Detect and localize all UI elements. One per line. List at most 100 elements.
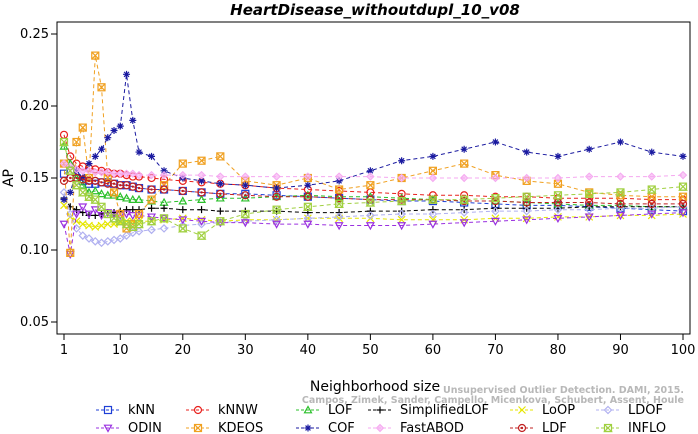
data-point-inflo xyxy=(459,195,470,204)
data-point-ldf xyxy=(134,183,144,193)
data-point-lof xyxy=(103,190,113,199)
data-point-ldof xyxy=(334,212,344,222)
data-point-ldf xyxy=(647,199,656,209)
y-tick-label: 0.05 xyxy=(20,315,49,330)
legend-label: kNNW xyxy=(218,403,258,418)
data-point-ldf xyxy=(585,198,594,207)
data-point-inflo xyxy=(71,181,82,190)
data-point-ldof xyxy=(59,188,69,197)
data-point-lof xyxy=(90,186,100,195)
data-point-fastabod xyxy=(272,172,281,181)
data-point-fastabod xyxy=(647,172,656,181)
data-point-cof xyxy=(679,152,687,160)
x-axis-label: Neighborhood size xyxy=(310,379,440,395)
data-point-ldf xyxy=(216,189,225,198)
data-point-ldof xyxy=(159,224,169,233)
series-fastabod xyxy=(59,159,688,183)
data-point-inflo xyxy=(646,185,657,194)
data-point-loop xyxy=(91,223,100,231)
data-point-ldof xyxy=(84,234,94,243)
data-point-kdeos xyxy=(216,152,225,161)
watermark-line-2: Campos, Zimek, Sander, Campello, Micenko… xyxy=(302,395,684,406)
data-point-ldf xyxy=(678,199,688,209)
legend-item-loop: LoOP xyxy=(510,403,575,418)
data-point-lof xyxy=(84,187,94,196)
legend-item-lof: LOF xyxy=(296,403,353,418)
legend-label: LoOP xyxy=(542,403,575,418)
data-point-odin xyxy=(59,220,69,229)
y-tick-label: 0.10 xyxy=(20,243,49,258)
data-point-kdeos xyxy=(78,123,87,132)
data-point-lof xyxy=(178,196,188,205)
series-line-cof xyxy=(63,74,684,200)
data-point-fastabod xyxy=(491,173,500,183)
x-tick-label: 70 xyxy=(487,343,504,358)
data-point-fastabod xyxy=(103,168,112,177)
data-point-odin xyxy=(428,220,438,229)
data-point-fastabod xyxy=(397,173,406,183)
data-point-inflo xyxy=(521,192,532,201)
data-point-fastabod xyxy=(128,169,137,178)
data-point-odin xyxy=(334,222,344,231)
data-point-lof xyxy=(115,191,125,201)
data-point-loop xyxy=(554,212,562,221)
data-point-fastabod xyxy=(522,173,531,183)
data-point-simplifiedlof xyxy=(73,206,81,214)
data-point-inflo xyxy=(215,217,226,226)
data-point-lof xyxy=(303,190,313,199)
data-point-fastabod xyxy=(122,169,131,178)
legend-label: LDF xyxy=(542,421,567,434)
data-point-kdeos xyxy=(72,137,81,147)
data-point-kdeos xyxy=(97,83,106,92)
data-point-lof xyxy=(134,194,144,203)
data-point-ldof xyxy=(522,206,532,216)
series-layer xyxy=(59,51,688,260)
data-point-ldof xyxy=(90,237,100,246)
data-point-odin xyxy=(78,203,88,212)
data-point-cof xyxy=(148,152,156,160)
data-point-fastabod xyxy=(116,169,125,178)
y-axis-label: AP xyxy=(1,169,17,187)
legend-item-simplifiedlof: SimplifiedLOF xyxy=(368,403,489,418)
data-point-ldof xyxy=(122,231,131,240)
legend-label: SimplifiedLOF xyxy=(400,403,489,418)
data-point-ldf xyxy=(159,185,169,194)
data-point-cof xyxy=(273,184,281,192)
data-point-odin xyxy=(647,210,657,219)
data-point-ldof xyxy=(459,208,469,217)
data-point-kdeos xyxy=(159,181,169,190)
data-point-kdeos xyxy=(147,195,156,204)
data-point-ldf xyxy=(335,194,344,203)
data-point-inflo xyxy=(146,217,157,226)
data-point-lof xyxy=(215,193,225,202)
y-tick-label: 0.15 xyxy=(20,171,49,186)
data-point-ldof xyxy=(115,234,125,243)
data-point-kdeos xyxy=(197,156,206,165)
data-point-fastabod xyxy=(334,172,344,181)
data-point-inflo xyxy=(102,209,113,219)
data-point-cof xyxy=(60,196,68,204)
data-point-fastabod xyxy=(616,172,625,181)
data-point-odin xyxy=(128,212,138,221)
data-point-cof xyxy=(335,177,343,185)
data-point-fastabod xyxy=(585,172,594,181)
data-point-knnw xyxy=(59,130,69,139)
data-point-kdeos xyxy=(178,159,187,168)
data-point-loop xyxy=(428,215,437,224)
legend-item-kdeos: KDEOS xyxy=(186,421,263,434)
legend-item-odin: ODIN xyxy=(96,421,162,434)
data-point-fastabod xyxy=(428,173,438,183)
data-point-odin xyxy=(96,212,107,221)
data-point-odin xyxy=(303,220,313,229)
data-point-odin xyxy=(459,219,469,228)
data-point-ldof xyxy=(584,205,594,215)
data-point-fastabod xyxy=(678,170,688,180)
data-point-kdeos xyxy=(109,188,119,197)
data-point-odin xyxy=(553,214,563,224)
data-point-odin xyxy=(615,212,625,221)
x-tick-label: 80 xyxy=(550,343,567,358)
data-point-fastabod xyxy=(241,172,250,181)
series-odin xyxy=(59,203,688,260)
data-point-loop xyxy=(178,214,187,223)
data-point-loop xyxy=(78,220,87,229)
